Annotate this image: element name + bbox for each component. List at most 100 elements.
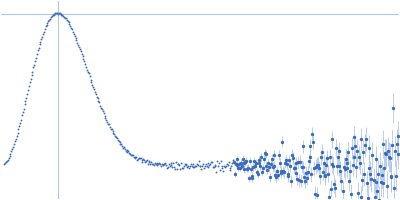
Point [138, 156, 144, 159]
Point [204, 164, 210, 168]
Point [110, 131, 117, 135]
Point [5, 158, 11, 161]
Point [15, 128, 22, 131]
Point [224, 162, 230, 165]
Point [123, 148, 130, 151]
Point [20, 107, 27, 110]
Point [165, 166, 171, 169]
Point [111, 132, 118, 136]
Point [155, 163, 162, 166]
Point [163, 163, 169, 166]
Point [29, 70, 36, 73]
Point [128, 153, 134, 157]
Point [48, 16, 54, 19]
Point [174, 163, 181, 166]
Point [175, 162, 182, 165]
Point [39, 35, 45, 38]
Point [124, 150, 131, 153]
Point [158, 162, 165, 165]
Point [127, 153, 133, 156]
Point [130, 154, 136, 157]
Point [144, 158, 150, 161]
Point [205, 161, 212, 164]
Point [134, 158, 140, 161]
Point [114, 136, 120, 139]
Point [118, 143, 124, 146]
Point [196, 165, 203, 168]
Point [199, 164, 206, 167]
Point [164, 166, 170, 170]
Point [192, 164, 198, 167]
Point [24, 92, 30, 95]
Point [151, 163, 157, 166]
Point [53, 11, 60, 14]
Point [176, 164, 182, 167]
Point [22, 99, 29, 103]
Point [26, 84, 32, 87]
Point [40, 33, 46, 36]
Point [226, 166, 233, 169]
Point [58, 13, 65, 16]
Point [214, 160, 220, 163]
Point [210, 165, 216, 168]
Point [64, 19, 70, 22]
Point [191, 166, 198, 169]
Point [70, 30, 76, 33]
Point [100, 110, 106, 113]
Point [56, 11, 63, 14]
Point [10, 146, 16, 149]
Point [121, 146, 127, 149]
Point [207, 163, 213, 166]
Point [160, 163, 167, 166]
Point [61, 15, 67, 18]
Point [33, 56, 39, 59]
Point [187, 165, 193, 168]
Point [103, 118, 110, 121]
Point [202, 164, 208, 167]
Point [189, 163, 196, 166]
Point [2, 162, 8, 165]
Point [218, 159, 224, 162]
Point [143, 160, 149, 163]
Point [172, 167, 178, 171]
Point [87, 78, 94, 81]
Point [4, 159, 10, 162]
Point [116, 141, 123, 144]
Point [6, 154, 13, 157]
Point [93, 92, 99, 95]
Point [210, 166, 217, 169]
Point [170, 162, 176, 165]
Point [141, 158, 147, 162]
Point [68, 26, 74, 29]
Point [219, 165, 226, 168]
Point [8, 150, 14, 153]
Point [200, 162, 206, 165]
Point [119, 145, 125, 148]
Point [65, 21, 72, 24]
Point [37, 40, 44, 43]
Point [193, 165, 199, 168]
Point [62, 16, 68, 20]
Point [34, 52, 40, 55]
Point [222, 165, 228, 168]
Point [3, 160, 9, 164]
Point [46, 18, 52, 22]
Point [169, 165, 176, 168]
Point [23, 96, 30, 99]
Point [129, 153, 135, 157]
Point [185, 164, 191, 168]
Point [135, 157, 141, 160]
Point [150, 163, 156, 166]
Point [12, 140, 18, 143]
Point [228, 164, 234, 167]
Point [67, 25, 74, 28]
Point [112, 134, 118, 137]
Point [174, 167, 180, 171]
Point [14, 131, 21, 135]
Point [117, 142, 124, 145]
Point [25, 89, 31, 92]
Point [173, 160, 179, 163]
Point [50, 13, 57, 17]
Point [92, 91, 98, 94]
Point [208, 160, 214, 163]
